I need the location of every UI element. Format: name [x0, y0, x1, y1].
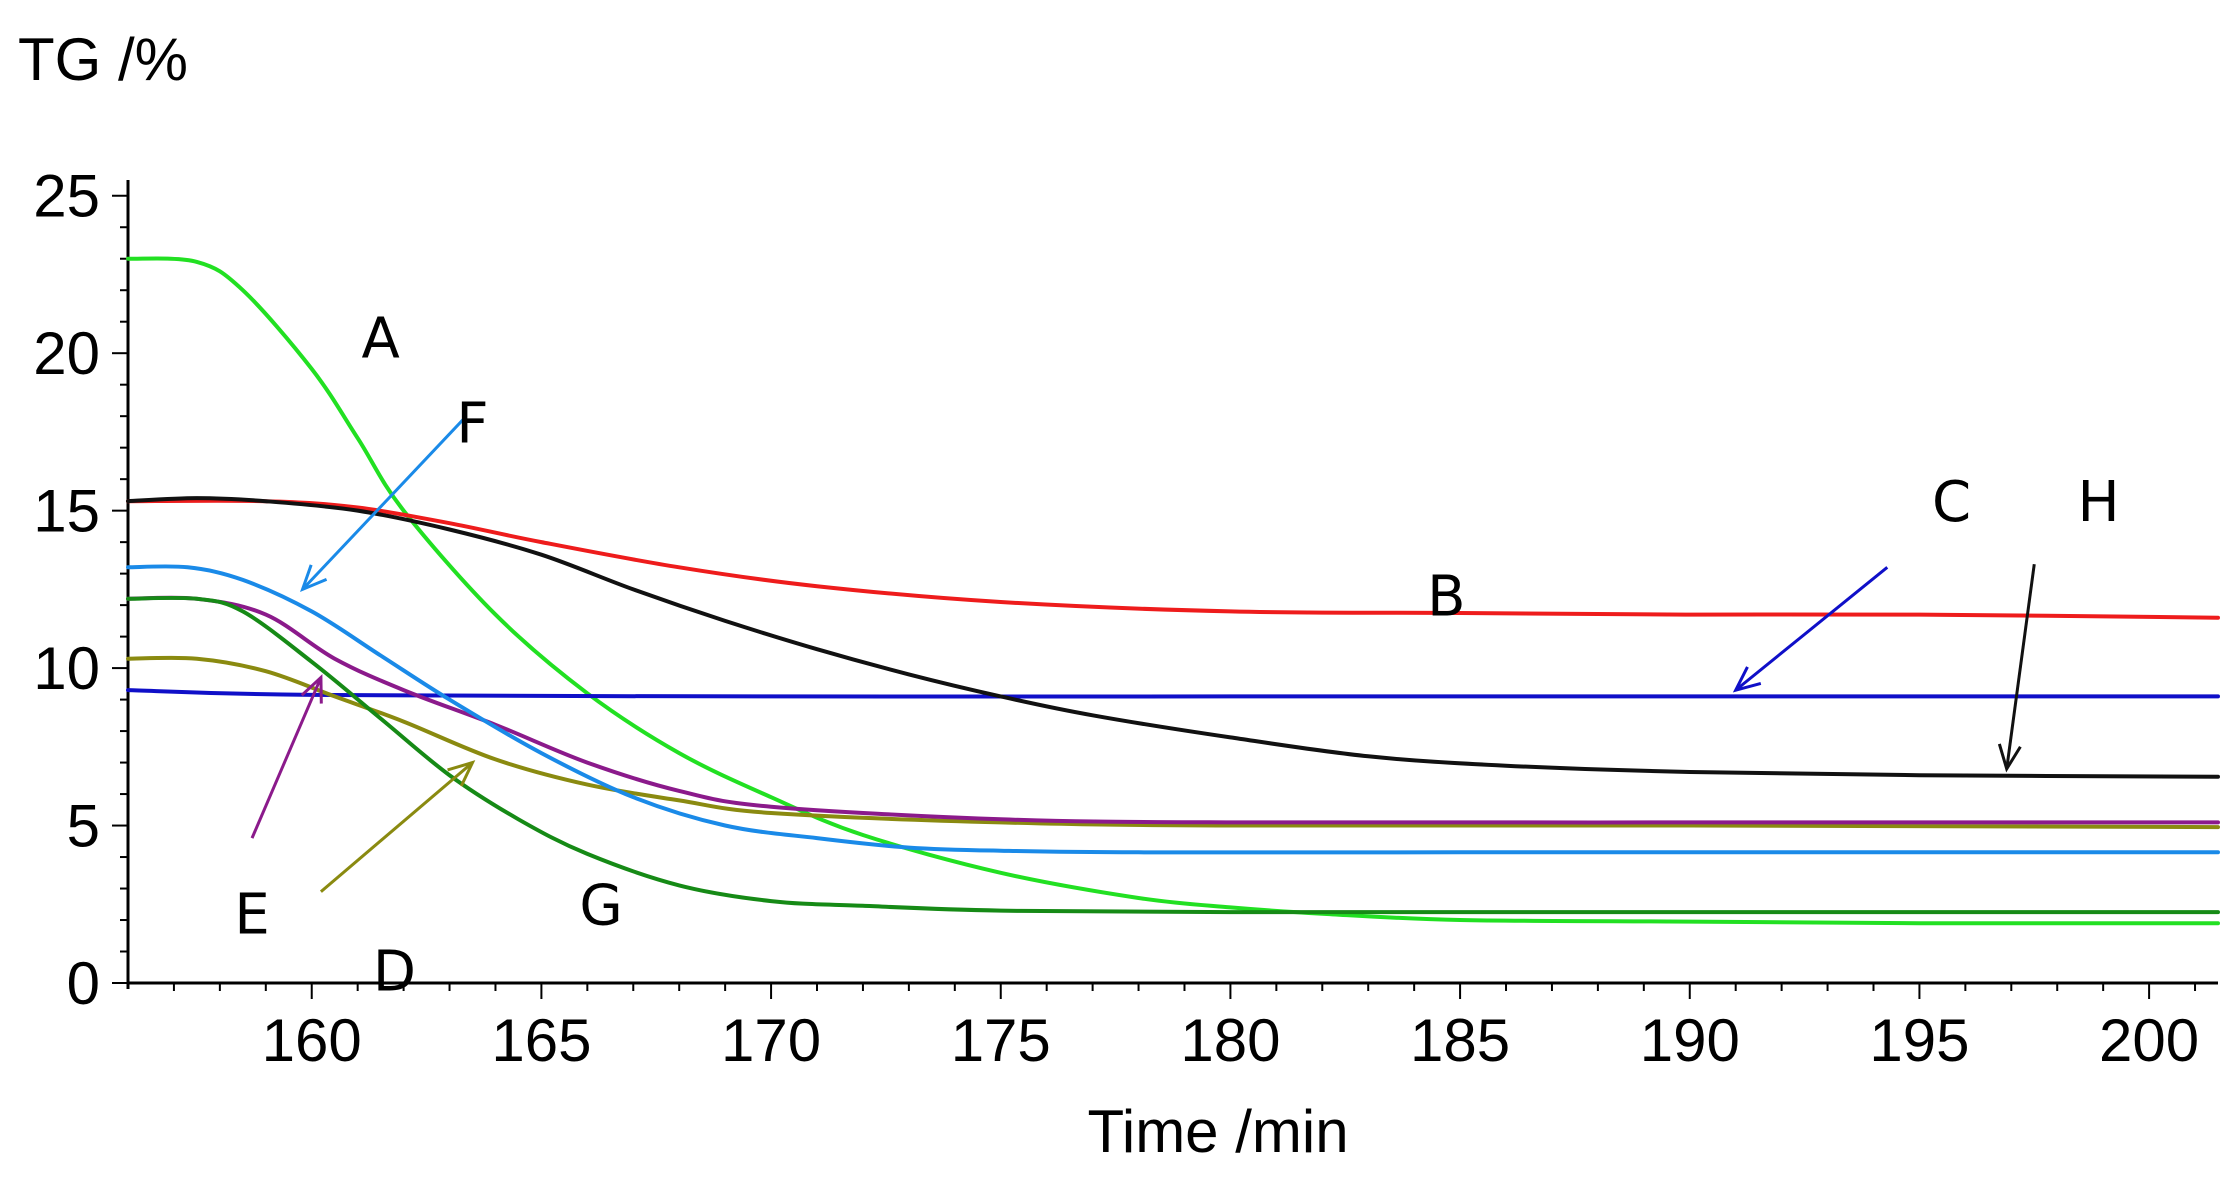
series-line-c: [126, 688, 2220, 699]
y-tick-label: 0: [67, 950, 100, 1017]
annotations: A B C D E F G H: [234, 306, 2119, 1004]
series-lines: [126, 256, 2220, 926]
arrowhead-f: [300, 564, 328, 593]
arrow-h: [2005, 563, 2036, 770]
curve-label-c: C: [1932, 470, 1971, 535]
curve-label-f: F: [456, 391, 488, 456]
x-tick-label: 180: [1180, 1007, 1280, 1074]
arrowhead-c: [1732, 666, 1762, 693]
y-tick-label: 25: [33, 163, 100, 230]
y-axis-label: TG /%: [18, 26, 188, 93]
x-tick-label: 175: [951, 1007, 1051, 1074]
arrowhead-d: [447, 760, 476, 787]
series-line-b: [126, 498, 2220, 620]
curve-label-e: E: [234, 883, 269, 948]
curve-label-a: A: [361, 306, 399, 371]
curve-label-b: B: [1427, 565, 1465, 630]
x-tick-label: 185: [1410, 1007, 1510, 1074]
curve-label-h: H: [2078, 470, 2120, 535]
curve-label-g: G: [579, 873, 622, 938]
series-line-h: [126, 496, 2220, 779]
series-line-d: [126, 655, 2220, 830]
arrow-c: [1734, 566, 1889, 692]
x-tick-label: 160: [262, 1007, 362, 1074]
x-tick-label: 170: [721, 1007, 821, 1074]
arrowhead-h: [1997, 743, 2022, 773]
series-line-e: [126, 595, 2220, 825]
x-tick-label: 165: [491, 1007, 591, 1074]
y-tick-label: 15: [33, 478, 100, 545]
x-tick-label: 200: [2099, 1007, 2199, 1074]
x-tick-label: 190: [1640, 1007, 1740, 1074]
y-tick-label: 10: [33, 635, 100, 702]
series-line-g: [126, 595, 2220, 915]
y-tick-label: 20: [33, 320, 100, 387]
arrow-d: [319, 761, 474, 893]
axes: 0 5 10 15 20 25 160 165 170 175 180 185 190 195 200: [33, 163, 2218, 1074]
series-line-f: [126, 564, 2220, 855]
arrow-e: [250, 676, 323, 839]
x-axis-label: Time /min: [1087, 1098, 1348, 1165]
series-line-a: [126, 256, 2220, 926]
arrowhead-e: [300, 674, 323, 704]
curve-label-d: D: [373, 939, 416, 1004]
arrow-f: [301, 418, 465, 591]
x-tick-label: 195: [1869, 1007, 1969, 1074]
y-tick-label: 5: [67, 793, 100, 860]
